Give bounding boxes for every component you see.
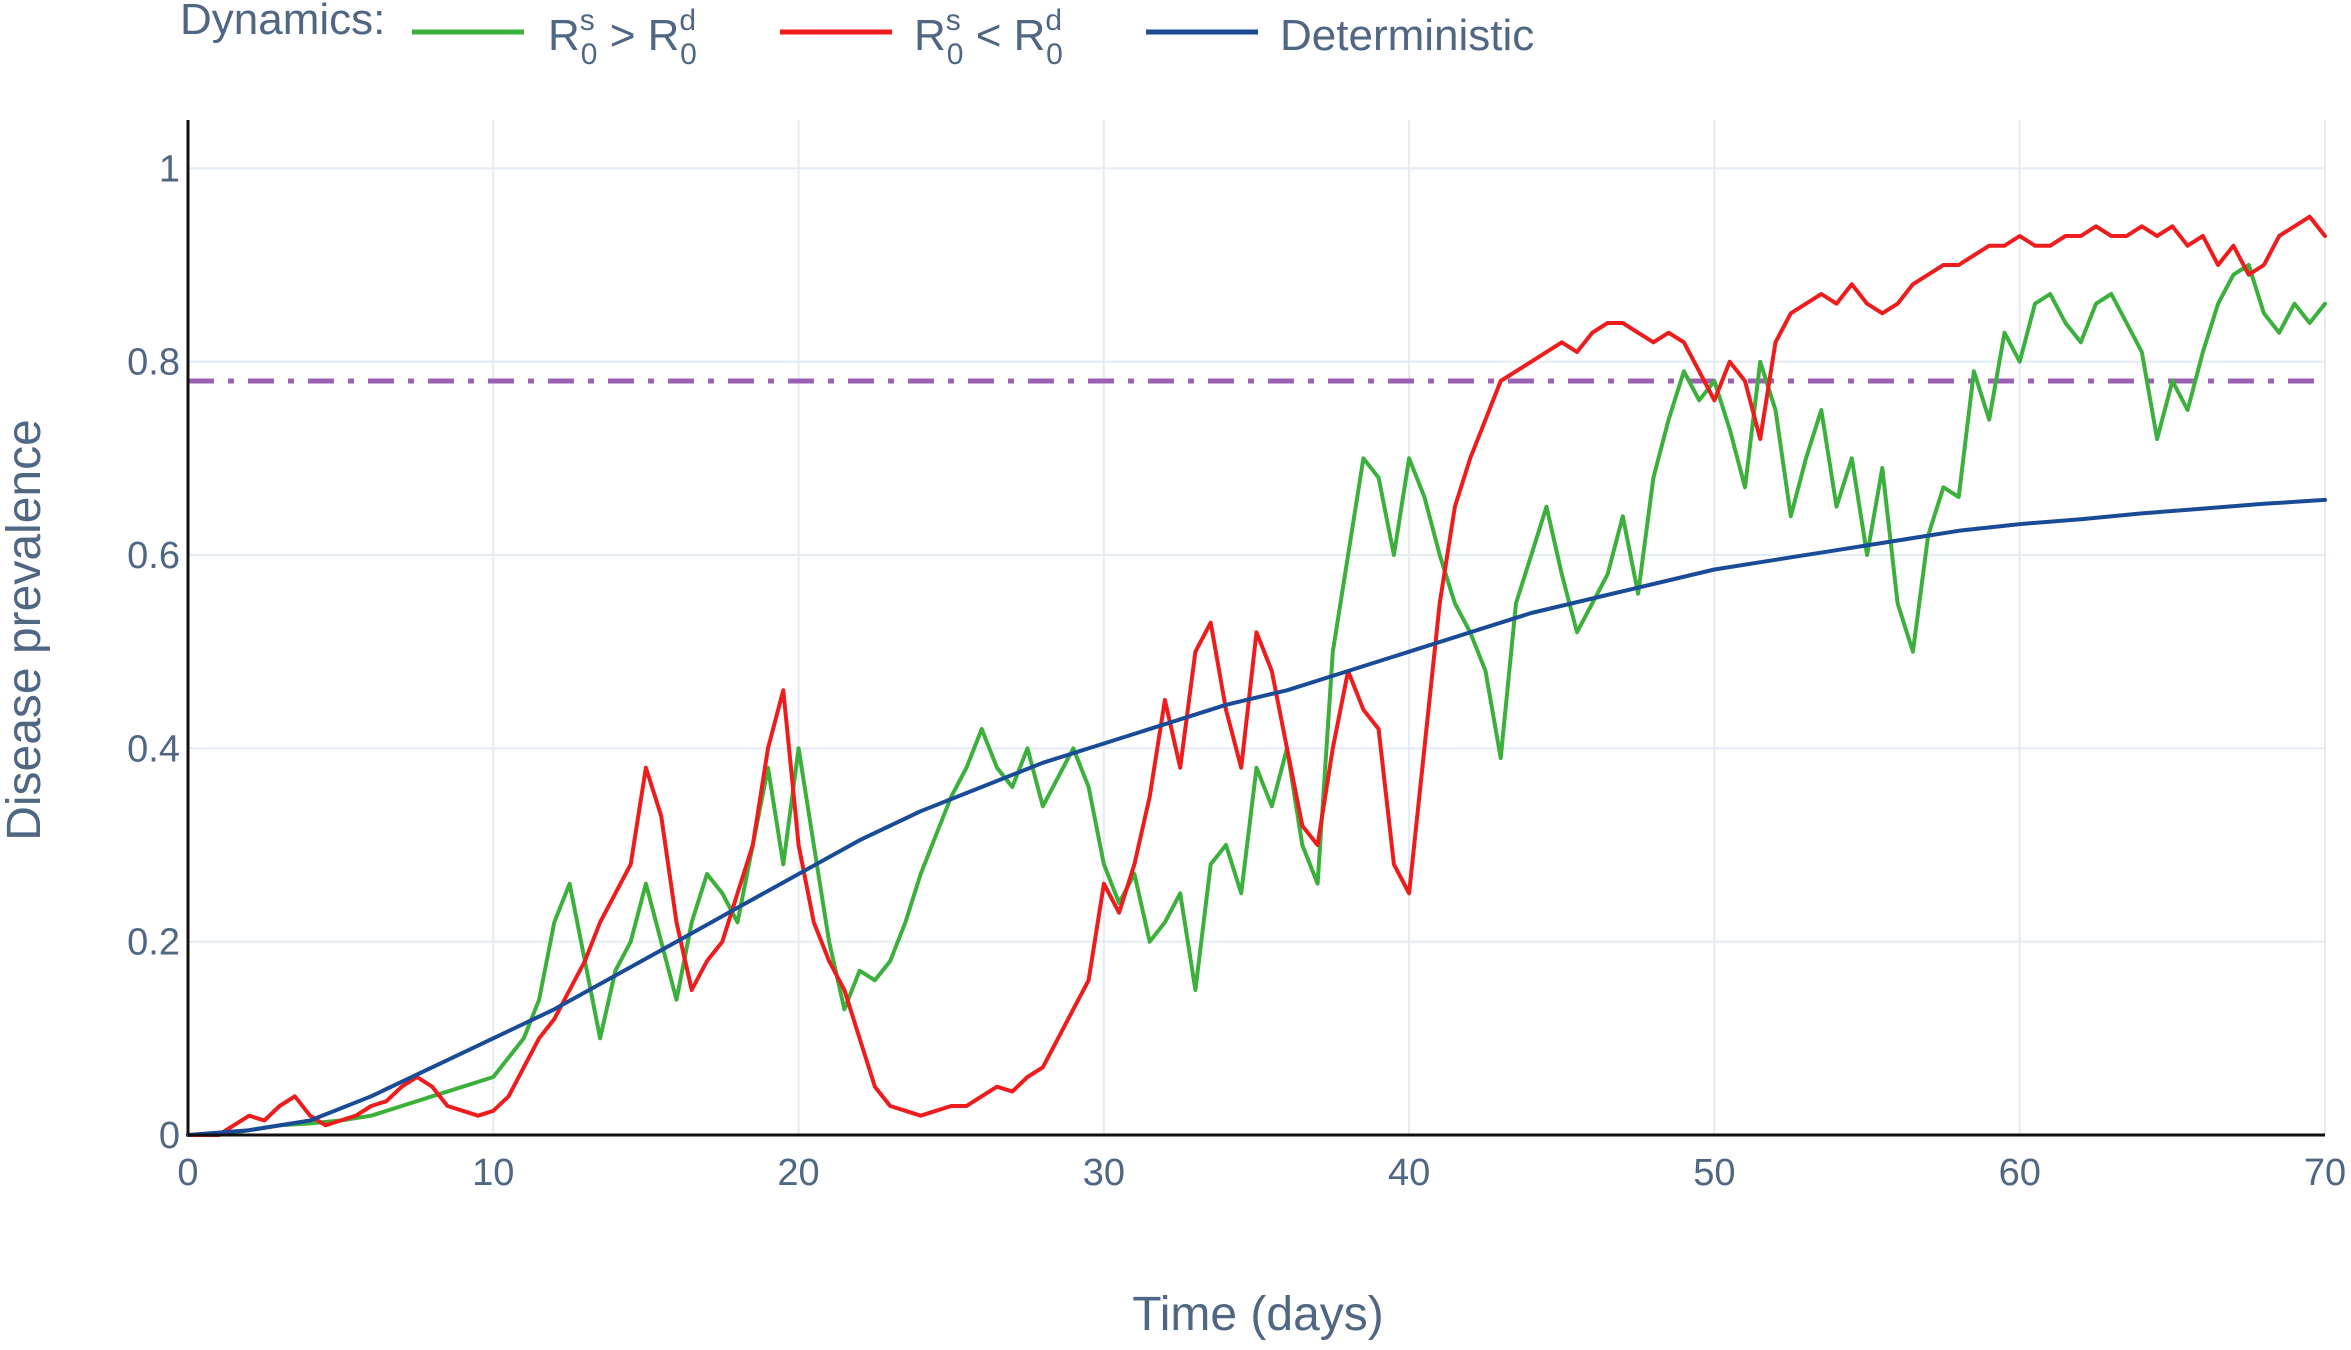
x-tick-label: 40 (1388, 1152, 1430, 1194)
y-tick-label: 0 (159, 1115, 180, 1157)
series-line-stochastic-greater (186, 263, 2327, 1137)
x-tick-label: 0 (177, 1152, 198, 1194)
legend-label: Rs 0 > Rd 0 (548, 4, 697, 71)
x-tick-label: 10 (472, 1152, 514, 1194)
y-tick-label: 0.6 (127, 535, 180, 577)
x-tick-label: 20 (777, 1152, 819, 1194)
grid (188, 120, 2326, 1135)
legend-label: Deterministic (1280, 11, 1534, 60)
series-line-stochastic-less (186, 214, 2327, 1137)
legend-title: Dynamics: (180, 0, 385, 44)
x-axis-title: Time (days) (1132, 1288, 1384, 1341)
series-line-deterministic (186, 497, 2327, 1137)
series-group (186, 214, 2327, 1137)
legend-label: Rs 0 < Rd 0 (914, 4, 1063, 71)
axes: 0 10 20 30 40 50 60 70 0 0.2 0.4 0.6 0.8 1 (127, 120, 2346, 1194)
y-tick-label: 0.2 (127, 922, 180, 964)
y-axis-title: Disease prevalence (0, 419, 51, 841)
x-tick-label: 60 (1999, 1152, 2041, 1194)
y-tick-label: 1 (159, 148, 180, 190)
x-tick-label: 70 (2304, 1152, 2346, 1194)
y-tick-label: 0.8 (127, 342, 180, 384)
legend: Dynamics: Rs 0 > Rd 0 Rs 0 < Rd 0 Deterministic (180, 0, 1534, 71)
x-tick-label: 30 (1083, 1152, 1125, 1194)
y-tick-label: 0.4 (127, 728, 180, 770)
x-tick-label: 50 (1693, 1152, 1735, 1194)
